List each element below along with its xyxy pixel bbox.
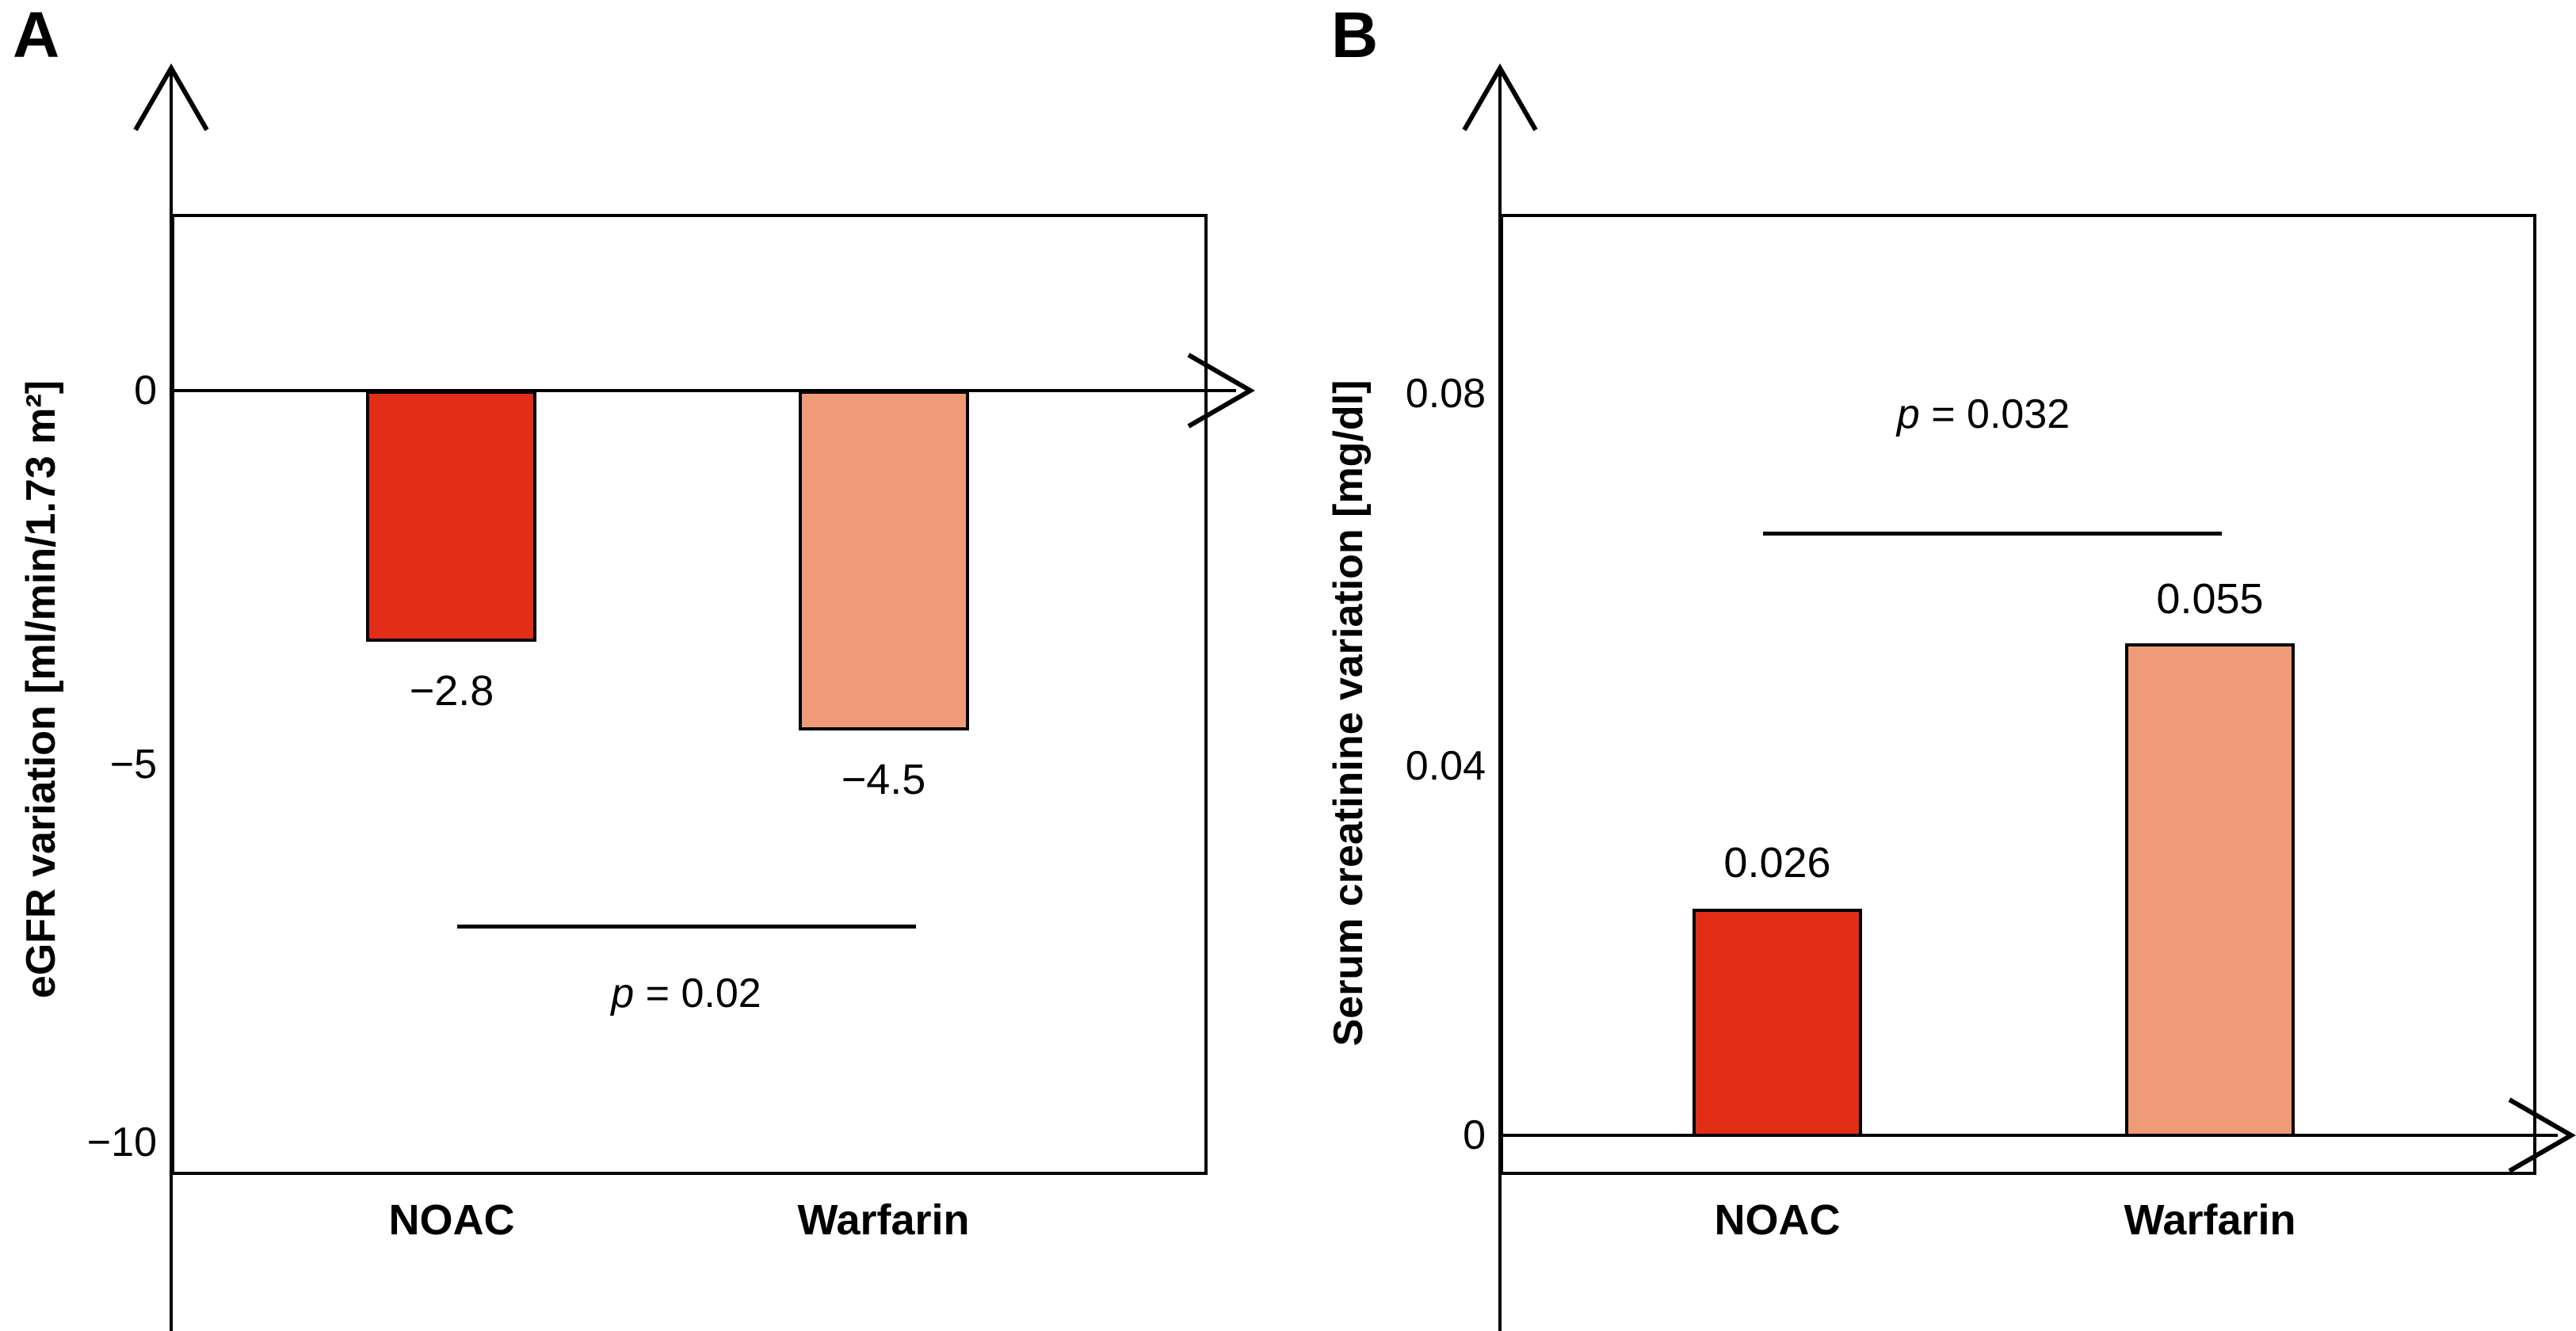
- panel-a-warfarin-bar: [799, 391, 969, 730]
- panel-a-p-text: = 0.02: [634, 971, 761, 1016]
- panel-b-zero-line: [1500, 1134, 2558, 1137]
- panel-a-label: A: [13, 0, 60, 71]
- panel-b-warfarin-value-label: 0.055: [2156, 575, 2264, 623]
- panel-b-p-text: = 0.032: [1919, 391, 2070, 437]
- panel-b-label: B: [1331, 0, 1379, 71]
- panel-a-y-tick-neg5: −5: [109, 742, 157, 788]
- panel-b-warfarin-bar: [2125, 643, 2295, 1137]
- panel-a-noac-bar: [366, 391, 536, 642]
- panel-b-significance-line: [1763, 532, 2222, 536]
- panel-b-y-axis-title: Serum creatinine variation [mg/dl]: [1326, 379, 1372, 1047]
- panel-b-p-value: p = 0.032: [1897, 394, 2070, 435]
- panel-a-y-tick-neg10: −10: [86, 1119, 157, 1165]
- panel-a-warfarin-value-label: −4.5: [841, 756, 926, 803]
- panel-b-y-tick-0: 0: [1463, 1112, 1486, 1158]
- panel-b-noac-value-label: 0.026: [1723, 839, 1831, 887]
- panel-a-category-noac: NOAC: [388, 1196, 515, 1244]
- panel-a-significance-line: [457, 925, 916, 929]
- panel-b-y-tick-008: 0.08: [1405, 371, 1486, 417]
- panel-a-noac-value-label: −2.8: [409, 667, 494, 715]
- panel-a-x-axis-arrow-icon: [1187, 353, 1256, 429]
- panel-a-y-tick-0: 0: [134, 368, 157, 414]
- panel-b-category-noac: NOAC: [1714, 1196, 1841, 1244]
- panel-a-p-value: p = 0.02: [611, 973, 761, 1014]
- panel-b-noac-bar: [1693, 909, 1862, 1137]
- panel-a-plot-box: [171, 214, 1208, 1175]
- panel-a-category-warfarin: Warfarin: [797, 1196, 970, 1244]
- panel-b-y-tick-004: 0.04: [1405, 743, 1486, 789]
- panel-a-p-symbol: p: [611, 971, 635, 1016]
- panel-b-x-axis-arrow-icon: [2508, 1097, 2576, 1173]
- panel-a-y-axis-arrow-icon: [133, 63, 209, 132]
- panel-a-zero-line: [171, 389, 1236, 392]
- panel-b-p-symbol: p: [1896, 391, 1920, 437]
- panel-b-category-warfarin: Warfarin: [2124, 1196, 2296, 1244]
- panel-b-plot-box: [1500, 214, 2536, 1175]
- panel-a-y-axis-title: eGFR variation [ml/min/1.73 m²]: [18, 379, 64, 999]
- panel-b-y-axis-arrow-icon: [1462, 63, 1538, 132]
